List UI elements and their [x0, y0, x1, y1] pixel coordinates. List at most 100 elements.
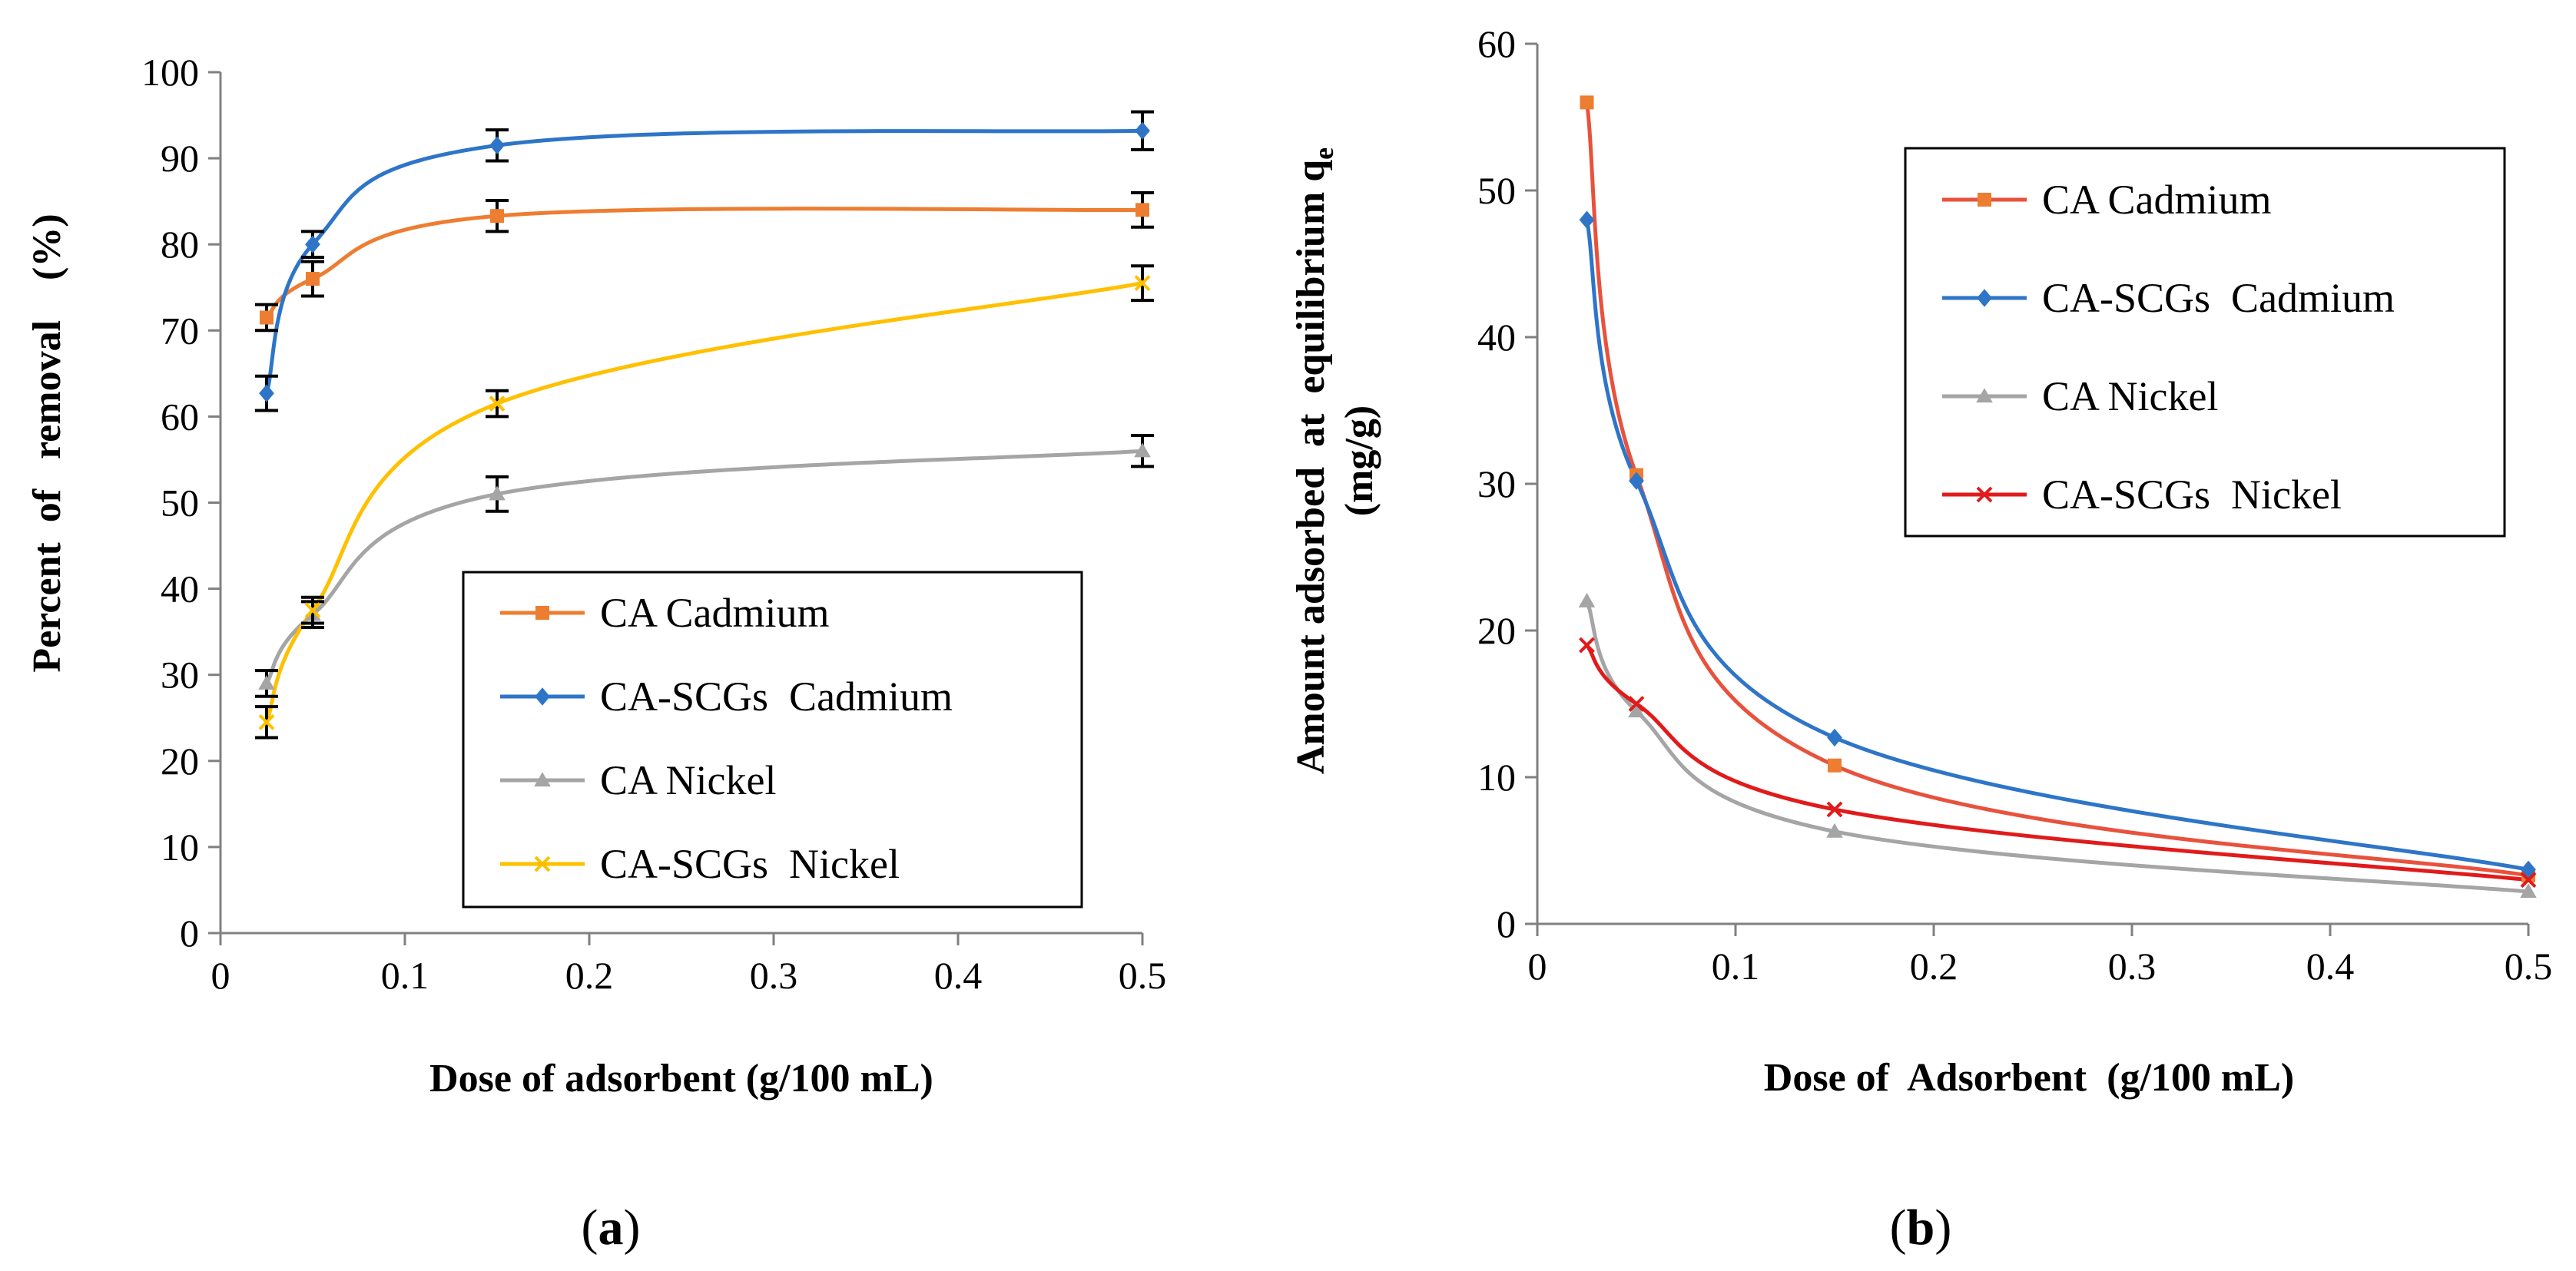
series-line: [1585, 219, 2529, 872]
svg-text:Amount adsorbed at equilibri: Amount adsorbed at equilibrium qe: [1289, 147, 1339, 774]
chart-a-legend: CA Cadmium CA-SCGs Cadmium CA Nickel CA-SCG…: [462, 571, 1083, 909]
chart-b-legend: CA Cadmium CA-SCGs Cadmium CA Nickel CA-SCG…: [1904, 147, 2506, 538]
chart-a-series: [255, 110, 1154, 740]
series-line: [1585, 102, 2529, 878]
y-tick-label: 0: [180, 912, 199, 955]
y-tick-label: 50: [1477, 169, 1516, 212]
legend-marker: [1977, 289, 1992, 307]
x-tick-label: 0.4: [934, 954, 983, 997]
legend-item: CA Nickel: [1942, 373, 2218, 419]
chart-b-x-axis-title: Dose of Adsorbent (g/100 mL): [1764, 1056, 2294, 1100]
data-point: [258, 713, 275, 730]
legend-label: CA Nickel: [600, 757, 776, 803]
x-tick-label: 0: [1528, 945, 1547, 988]
chart-b-y-axis-title-subscript: e: [1308, 147, 1339, 160]
y-tick-label: 100: [141, 51, 199, 94]
series-line: [264, 281, 1143, 723]
legend-marker: [1978, 193, 1991, 207]
legend-marker: [535, 606, 549, 620]
chart-b: 0 10 20 30 40 50 60 0 0.1 0.2 0.3 0.4 0.5 Dose of A…: [1289, 22, 2552, 1256]
x-tick-label: 0.1: [381, 954, 429, 997]
y-tick-label: 10: [1477, 756, 1516, 799]
data-point: [1826, 801, 1843, 818]
data-point: [489, 485, 506, 501]
legend-marker: [534, 772, 551, 787]
data-point: [1826, 823, 1843, 838]
chart-b-y-axis-title-line1: Amount adsorbed at equilibrium q: [1289, 160, 1333, 774]
chart-b-panel-label: (b): [1890, 1200, 1952, 1256]
chart-a-y-axis-title: Percent of removal (%): [25, 213, 69, 672]
y-tick-label: 40: [161, 568, 199, 611]
y-tick-label: 20: [161, 740, 199, 783]
series-line: [1585, 600, 2529, 894]
legend-item: CA Nickel: [500, 757, 776, 803]
data-point: [1134, 442, 1151, 458]
chart-b-x-ticks: 0 0.1 0.2 0.3 0.4 0.5: [1528, 924, 2553, 988]
y-tick-label: 40: [1477, 316, 1516, 359]
legend-item: CA-SCGs Cadmium: [500, 674, 953, 720]
legend-marker: [1976, 388, 1993, 403]
data-point: [305, 235, 320, 253]
legend-box: [462, 571, 1083, 909]
y-tick-label: 70: [161, 309, 199, 352]
y-tick-label: 30: [1477, 462, 1516, 505]
data-point: [1580, 95, 1594, 110]
y-tick-label: 50: [161, 482, 199, 525]
x-tick-label: 0.2: [565, 954, 614, 997]
data-point: [2521, 860, 2536, 879]
legend-marker: [535, 687, 550, 706]
legend-label: CA Cadmium: [600, 590, 830, 636]
legend-item: CA Cadmium: [500, 590, 830, 636]
data-point: [489, 136, 505, 154]
x-tick-label: 0.4: [2306, 945, 2355, 988]
y-tick-label: 10: [161, 826, 199, 869]
data-point: [1134, 275, 1151, 292]
y-tick-label: 60: [161, 395, 199, 438]
legend-box: [1904, 147, 2506, 538]
data-point: [306, 272, 320, 286]
chart-b-y-axis-title-line2: (mg/g): [1338, 405, 1381, 516]
chart-a-x-axis-title: Dose of adsorbent (g/100 mL): [429, 1057, 933, 1101]
data-point: [1578, 593, 1596, 607]
data-point: [1628, 696, 1645, 712]
x-tick-label: 0.3: [2108, 945, 2157, 988]
legend-item: CA-SCGs Nickel: [1942, 472, 2342, 518]
data-point: [258, 675, 275, 690]
series-line: [1585, 644, 2529, 882]
data-point: [1629, 472, 1644, 490]
y-tick-label: 90: [161, 137, 199, 180]
data-point: [1135, 203, 1149, 217]
x-tick-label: 0.5: [1119, 954, 1167, 997]
data-point: [1827, 728, 1842, 747]
series-line: [264, 128, 1143, 394]
data-point: [1135, 121, 1150, 140]
data-point: [2520, 883, 2537, 899]
legend-label: CA-SCGs Nickel: [2042, 472, 2342, 518]
x-tick-label: 0.1: [1712, 945, 1760, 988]
legend-item: CA Cadmium: [1942, 177, 2272, 223]
x-tick-label: 0.2: [1910, 945, 1958, 988]
y-tick-label: 20: [1477, 609, 1516, 652]
legend-label: CA Nickel: [2042, 373, 2218, 419]
legend-item: CA-SCGs Cadmium: [1942, 275, 2395, 321]
y-tick-label: 0: [1497, 902, 1516, 945]
legend-item: CA-SCGs Nickel: [500, 841, 900, 887]
data-point: [489, 396, 506, 412]
chart-a-panel-label: (a): [582, 1200, 641, 1256]
x-tick-label: 0: [211, 954, 230, 997]
data-point: [1579, 210, 1595, 229]
y-tick-label: 30: [161, 654, 199, 697]
data-point: [1628, 703, 1645, 718]
legend-label: CA-SCGs Cadmium: [600, 674, 953, 720]
data-point: [260, 310, 274, 325]
x-tick-label: 0.5: [2505, 945, 2553, 988]
legend-marker: [534, 856, 551, 872]
chart-b-y-axis-title: Amount adsorbed at equilibrium qe: [1289, 147, 1339, 774]
x-tick-label: 0.3: [750, 954, 798, 997]
legend-marker: [1976, 486, 1993, 503]
data-point: [1828, 758, 1842, 773]
chart-a-y-ticks: 0 10 20 30 40 50 60 70 80 90 100: [141, 51, 220, 955]
chart-b-y-ticks: 0 10 20 30 40 50 60: [1477, 22, 1537, 945]
